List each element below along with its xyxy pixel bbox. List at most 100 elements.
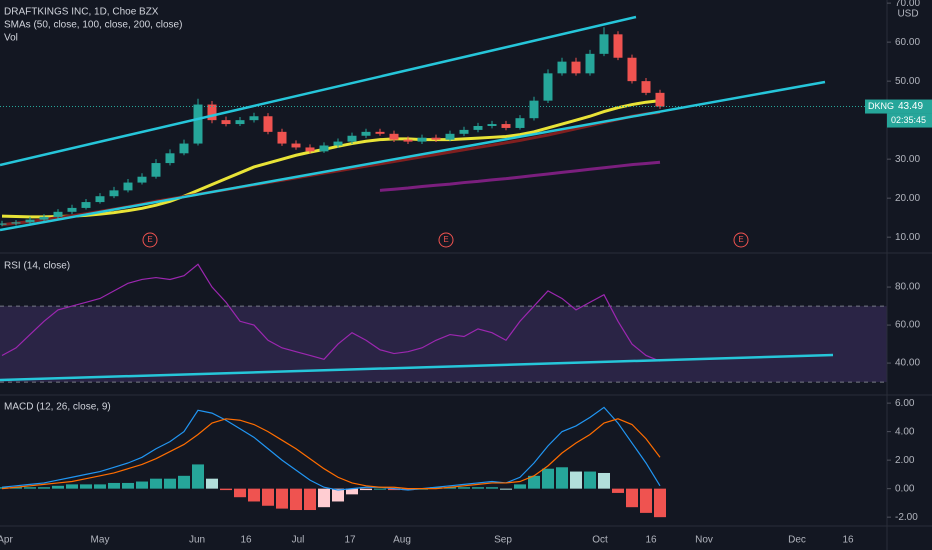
trend-line: [0, 353, 834, 382]
histogram-bar: [38, 487, 50, 489]
histogram-bar: [374, 488, 386, 490]
histogram-bar: [108, 482, 120, 489]
candle-body: [67, 207, 77, 212]
histogram-bar: [444, 487, 456, 489]
candle-body: [249, 116, 259, 121]
histogram-bar: [52, 485, 64, 489]
candle-body: [347, 135, 357, 142]
histogram-bar: [654, 488, 666, 518]
histogram-bar: [66, 484, 78, 489]
y-tick-label: 70.00: [895, 0, 920, 9]
candle-body: [543, 73, 553, 101]
histogram-bar: [626, 488, 638, 508]
histogram-bar: [640, 488, 652, 513]
x-tick-label: Aug: [393, 535, 411, 546]
y-tick-label: 40.00: [895, 358, 920, 369]
y-tick-label: 0.00: [895, 483, 915, 494]
y-tick-label: 60.00: [895, 320, 920, 331]
histogram-bar: [164, 478, 176, 489]
histogram-bar: [332, 488, 344, 502]
x-tick-label: Dec: [788, 535, 806, 546]
candle-body: [361, 131, 371, 136]
y-tick-label: 2.00: [895, 455, 915, 466]
earnings-label: E: [147, 235, 152, 244]
candle-body: [613, 34, 623, 58]
x-tick-label: Sep: [494, 535, 512, 546]
histogram-bar: [472, 487, 484, 489]
candle-body: [529, 100, 539, 119]
x-tick-label: Nov: [695, 535, 713, 546]
y-tick-label: 50.00: [895, 76, 920, 87]
candle-body: [627, 57, 637, 82]
earnings-marker: [438, 232, 454, 248]
histogram-bar: [122, 482, 134, 489]
candle-body: [319, 145, 329, 152]
histogram-bar: [10, 487, 22, 489]
candle-body: [221, 120, 231, 125]
symbol-label: DKNG: [868, 101, 894, 111]
histogram-bar: [598, 472, 610, 489]
rsi-line: [1, 263, 661, 362]
histogram-bar: [486, 487, 498, 489]
candle-body: [291, 143, 301, 148]
candle-body: [445, 133, 455, 140]
histogram-bar: [500, 488, 512, 490]
histogram-bar: [346, 488, 358, 495]
histogram-bar: [556, 467, 568, 489]
histogram-bar: [430, 487, 442, 489]
histogram-bar: [234, 488, 246, 498]
candle-body: [459, 129, 469, 134]
histogram-bar: [94, 484, 106, 489]
candle-body: [599, 34, 609, 54]
histogram-bar: [570, 471, 582, 489]
x-tick-label: Jun: [189, 535, 205, 546]
histogram-bar: [612, 488, 624, 493]
sma-label: SMAs (50, close, 100, close, 200, close): [4, 20, 182, 31]
histogram-bar: [304, 488, 316, 511]
histogram-bar: [458, 487, 470, 489]
histogram-bar: [360, 488, 372, 491]
histogram-bar: [402, 488, 414, 491]
histogram-bar: [388, 488, 400, 491]
y-tick-label: 6.00: [895, 398, 915, 409]
candle-body: [655, 92, 665, 107]
candle-body: [0, 223, 7, 225]
candle-body: [417, 137, 427, 142]
candle-body: [95, 196, 105, 203]
countdown-badge: [887, 113, 932, 128]
volume-label: Vol: [4, 33, 18, 44]
histogram-bar: [290, 488, 302, 511]
trend-line: [0, 15, 637, 167]
trend-line: [0, 80, 826, 232]
candle-body: [585, 53, 595, 74]
histogram-bar: [80, 484, 92, 489]
histogram-bar: [192, 464, 204, 489]
candle-body: [235, 120, 245, 125]
histogram-bar: [584, 471, 596, 489]
candle-body: [375, 131, 385, 134]
macd-title: MACD (12, 26, close, 9): [4, 402, 111, 413]
y-tick-label: 4.00: [895, 426, 915, 437]
candle-body: [403, 139, 413, 142]
histogram-bar: [220, 488, 232, 491]
y-tick-label: 60.00: [895, 37, 920, 48]
candle-body: [277, 131, 287, 144]
candle-body: [165, 153, 175, 164]
x-tick-label: Apr: [0, 535, 13, 546]
candle-body: [557, 61, 567, 74]
histogram-bar: [276, 488, 288, 509]
y-tick-label: 30.00: [895, 154, 920, 165]
x-tick-label: 16: [645, 535, 657, 546]
candle-body: [151, 163, 161, 177]
rsi-title: RSI (14, close): [4, 261, 70, 272]
histogram-bar: [514, 484, 526, 489]
candle-body: [81, 202, 91, 208]
candle-body: [389, 133, 399, 140]
histogram-bar: [528, 475, 540, 489]
y-tick-label: 10.00: [895, 232, 920, 243]
candle-body: [333, 141, 343, 146]
candle-body: [501, 124, 511, 128]
candle-body: [431, 137, 441, 140]
candle-body: [39, 216, 49, 220]
